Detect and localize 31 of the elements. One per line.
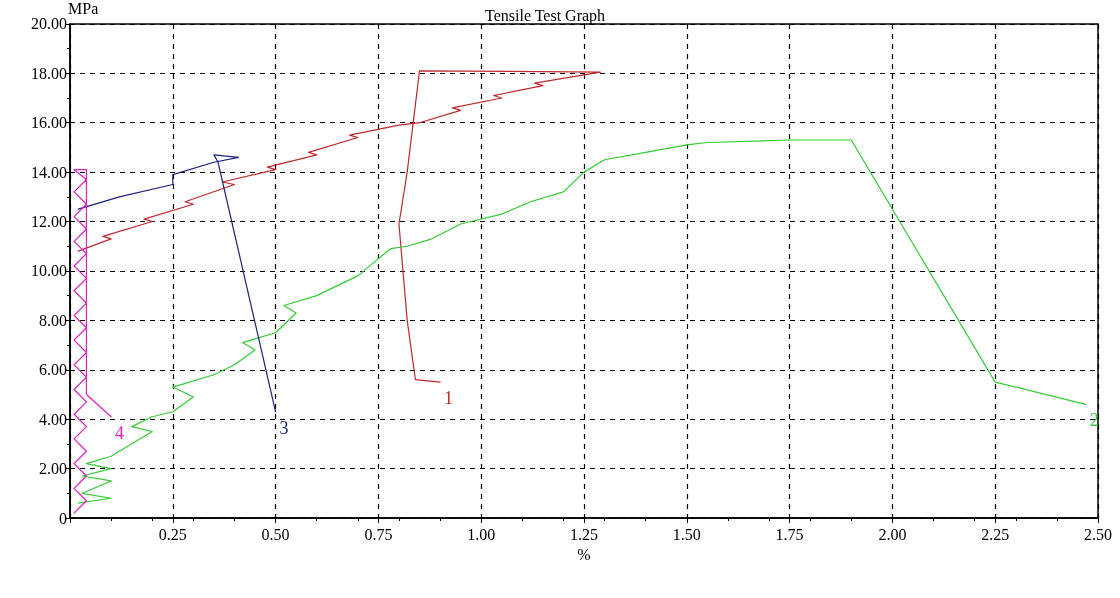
- y-tick-label: 8.00: [39, 311, 67, 329]
- x-tick-label: 1.75: [775, 525, 804, 543]
- line-series: [77, 139, 1087, 504]
- series-label: 4: [115, 422, 125, 443]
- series-label: 3: [279, 417, 289, 438]
- y-tick-label: 6.00: [39, 361, 67, 379]
- y-tick-label: 18.00: [31, 64, 67, 82]
- x-tick-label: 2.50: [1084, 525, 1112, 543]
- series-label: 1: [444, 388, 454, 409]
- x-axis-title: %: [577, 546, 591, 564]
- x-tick-label: 0.50: [261, 525, 290, 543]
- y-axis-title: MPa: [68, 0, 99, 17]
- x-tick-label: 0.75: [364, 525, 393, 543]
- y-tick-label: 14.00: [31, 163, 67, 181]
- x-tick-label: 1.00: [467, 525, 496, 543]
- x-tick-label: 0.25: [158, 525, 187, 543]
- y-tick-label: 20.00: [31, 15, 67, 33]
- x-tick-label: 2.00: [878, 525, 907, 543]
- y-tick-label: 2.00: [39, 460, 67, 478]
- line-series: [73, 169, 112, 514]
- y-tick-label: 16.00: [31, 114, 67, 132]
- x-tick-label: 1.50: [672, 525, 701, 543]
- x-tick-label: 1.25: [570, 525, 598, 543]
- x-tick-label: 2.25: [981, 525, 1010, 543]
- y-tick-label: 4.00: [39, 410, 67, 428]
- line-series: [77, 70, 602, 383]
- line-series: [77, 154, 277, 413]
- y-tick-label: 0: [59, 509, 67, 527]
- y-tick-label: 10.00: [31, 262, 67, 280]
- chart-title: Tensile Test Graph: [485, 6, 606, 25]
- y-tick-label: 12.00: [31, 213, 67, 231]
